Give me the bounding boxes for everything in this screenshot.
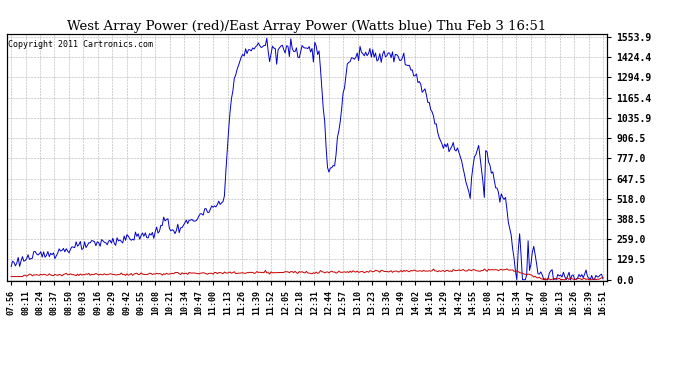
Title: West Array Power (red)/East Array Power (Watts blue) Thu Feb 3 16:51: West Array Power (red)/East Array Power … <box>68 20 546 33</box>
Text: Copyright 2011 Cartronics.com: Copyright 2011 Cartronics.com <box>8 40 153 49</box>
